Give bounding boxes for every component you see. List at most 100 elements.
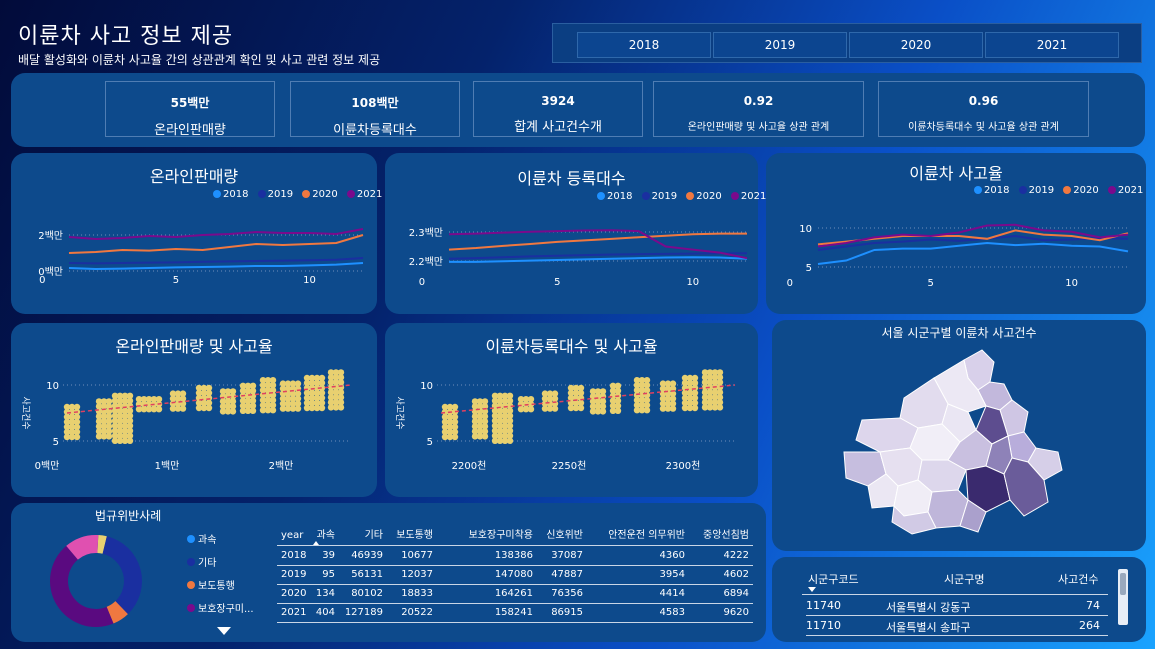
legend-2019: 2019 xyxy=(1028,185,1055,196)
year-button-2021[interactable]: 2021 xyxy=(985,32,1119,58)
scatter-point xyxy=(205,399,213,407)
donut-slice xyxy=(66,535,99,560)
table-cell: 20522 xyxy=(401,607,433,618)
year-button-2020[interactable]: 2020 xyxy=(849,32,983,58)
scatter-point xyxy=(638,402,646,409)
scatter-point xyxy=(711,369,719,376)
scatter-point xyxy=(506,432,514,439)
scatter-point xyxy=(599,403,607,410)
scatter-point xyxy=(476,398,484,405)
table-cell: 10677 xyxy=(401,550,433,561)
scatter-point xyxy=(121,422,129,429)
series-line-2020 xyxy=(448,232,747,251)
donut-legend-item[interactable]: 보호장구미... xyxy=(187,598,254,621)
scatter-point xyxy=(337,374,345,381)
column-header[interactable]: 신호위반 xyxy=(546,530,583,541)
scatter-point xyxy=(279,400,287,407)
column-header[interactable]: year xyxy=(281,530,304,541)
sort-ascending-icon[interactable] xyxy=(313,541,319,545)
scatter-point xyxy=(471,423,479,430)
scatter-point xyxy=(567,384,575,392)
donut-legend-item[interactable]: 과속 xyxy=(187,529,254,552)
scatter-point xyxy=(481,413,489,420)
kpi-value: 108백만 xyxy=(351,96,399,110)
scatter-point xyxy=(63,423,71,431)
donut-legend-item[interactable]: 기타 xyxy=(187,552,254,575)
scatter-point xyxy=(179,405,187,412)
table-row[interactable]: 2018 39 46939 10677 138386 37087 4360 4222 xyxy=(277,547,753,566)
scatter-point xyxy=(313,404,321,412)
scatter-point xyxy=(659,405,667,412)
scatter-point xyxy=(638,397,646,404)
scrollbar[interactable] xyxy=(1118,569,1128,625)
scatter-point xyxy=(496,397,504,404)
legend-scroll-down-icon[interactable] xyxy=(217,627,231,635)
table-row[interactable]: 11740 서울특별시 강동구 74 xyxy=(806,597,1108,616)
column-header[interactable]: 과속 xyxy=(316,530,335,541)
column-header[interactable]: 시군구코드 xyxy=(808,573,859,586)
scatter-point xyxy=(441,403,449,411)
column-header[interactable]: 시군구명 xyxy=(944,573,985,586)
scatter-point xyxy=(264,407,272,414)
scatter-point xyxy=(491,392,499,399)
column-header[interactable]: 중앙선침범 xyxy=(703,530,749,541)
scatter-point xyxy=(239,407,247,414)
table-row[interactable]: 2021 404 127189 20522 158241 86915 4583 9620 xyxy=(277,604,753,623)
scatter-point xyxy=(506,412,514,419)
scatter-point xyxy=(269,402,277,409)
scatter-point xyxy=(63,428,71,436)
scatter-point xyxy=(105,398,113,405)
cell-code: 11710 xyxy=(806,619,841,632)
table-cell: 2021 xyxy=(281,607,307,618)
legend-2019: 2019 xyxy=(267,189,294,200)
kpi-value: 3924 xyxy=(541,94,575,108)
scatter-point xyxy=(224,403,232,410)
scatter-point xyxy=(706,399,714,406)
scatter-point xyxy=(506,422,514,429)
scrollbar-thumb[interactable] xyxy=(1120,573,1126,595)
sort-descending-icon[interactable] xyxy=(808,587,816,592)
donut-legend-item[interactable]: 보도통행 xyxy=(187,575,254,598)
violation-donut-chart[interactable] xyxy=(41,531,151,631)
table-row[interactable]: 11710 서울특별시 송파구 264 xyxy=(806,617,1108,636)
y-tick-label: 0백만 xyxy=(38,266,63,278)
column-header[interactable]: 보도통행 xyxy=(396,530,433,541)
scatter-point xyxy=(476,423,484,430)
table-cell: 4602 xyxy=(723,569,749,580)
scatter-point xyxy=(664,400,672,407)
scatter-point xyxy=(68,403,76,411)
year-slicer: 2018 2019 2020 2021 xyxy=(552,23,1142,63)
scatter-point xyxy=(327,404,335,411)
table-row[interactable]: 2019 95 56131 12037 147080 47887 3954 4602 xyxy=(277,566,753,585)
scatter-point xyxy=(491,407,499,414)
y-tick-label: 10 xyxy=(799,224,812,235)
scatter-point xyxy=(527,396,535,403)
column-header[interactable]: 안전운전 의무위반 xyxy=(608,530,685,541)
column-header[interactable]: 사고건수 xyxy=(1058,573,1099,586)
scatter-point xyxy=(599,408,607,415)
kpi-value: 0.96 xyxy=(968,94,999,108)
column-header[interactable]: 기타 xyxy=(364,530,383,541)
y-tick-label: 2백만 xyxy=(38,230,63,242)
scatter-point xyxy=(100,398,108,405)
column-header[interactable]: 보호장구미착용 xyxy=(468,530,533,541)
scatter-point xyxy=(269,407,277,414)
line-chart-accident-rate: 10 5 0 5 10 xyxy=(787,223,1129,289)
table-cell: 37087 xyxy=(551,550,583,561)
year-button-2019[interactable]: 2019 xyxy=(713,32,847,58)
year-button-2018[interactable]: 2018 xyxy=(577,32,711,58)
scatter-point xyxy=(259,377,267,384)
kpi-label: 이륜차등록대수 및 사고율 상관 관계 xyxy=(908,122,1059,133)
scatter-point xyxy=(517,406,525,413)
scatter-point xyxy=(517,396,525,403)
scatter-point xyxy=(313,394,321,402)
scatter-point xyxy=(95,403,103,410)
scatter-point xyxy=(332,394,340,401)
table-row[interactable]: 2020 134 80102 18833 164261 76356 4414 6894 xyxy=(277,585,753,604)
scatter-point xyxy=(303,389,311,397)
online-sales-chart-panel: 온라인판매량 2018 2019 2020 2021 2백만 0백만 0 5 10 xyxy=(11,153,382,314)
scatter-point xyxy=(441,423,449,431)
scatter-point xyxy=(327,389,335,396)
scatter-point xyxy=(471,413,479,420)
seoul-district-map[interactable] xyxy=(772,320,1146,551)
